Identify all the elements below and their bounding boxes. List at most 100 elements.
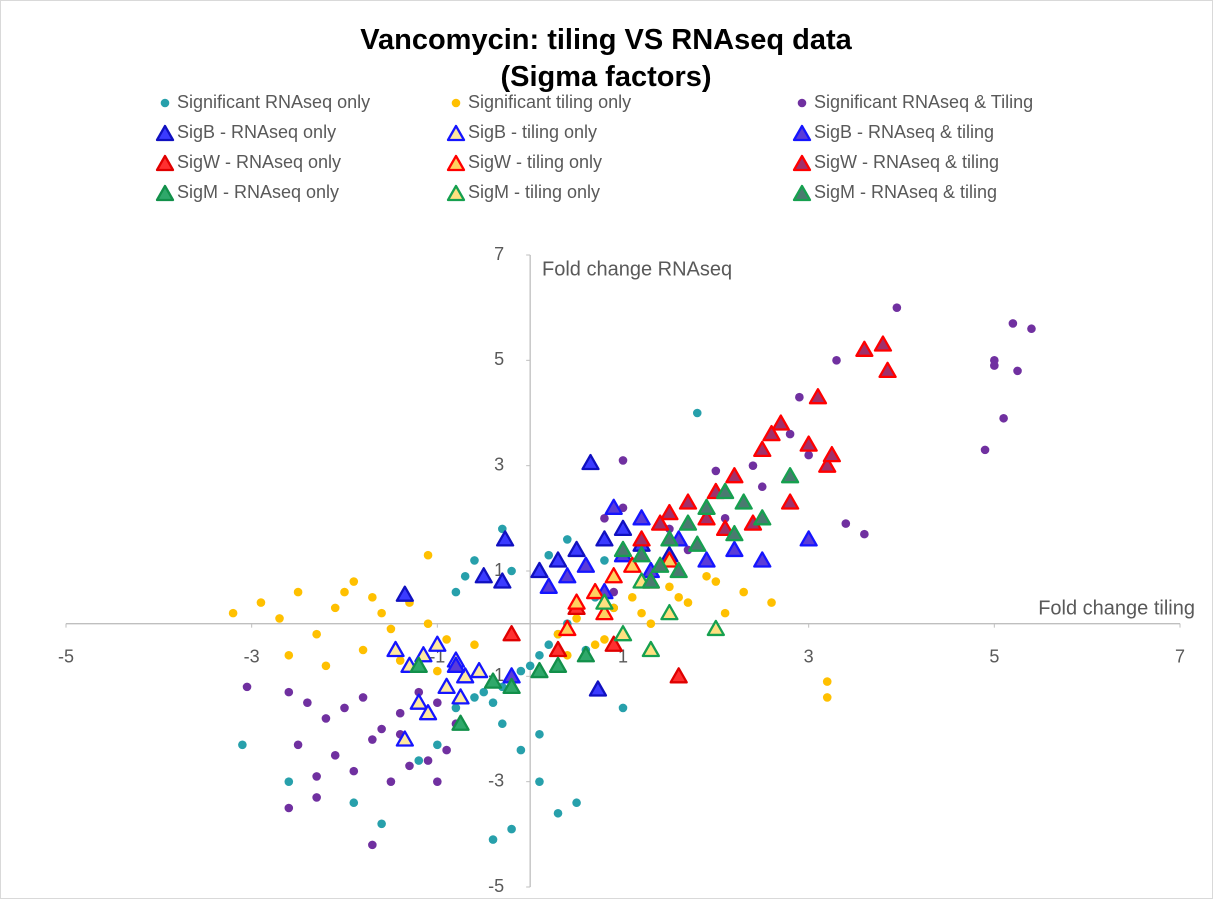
data-point xyxy=(312,793,321,802)
data-point xyxy=(822,677,832,686)
data-point xyxy=(572,798,581,808)
data-point xyxy=(632,509,651,526)
legend-marker xyxy=(792,184,812,202)
legend-marker xyxy=(797,98,807,108)
legend-label: Significant tiling only xyxy=(468,92,631,112)
data-point xyxy=(535,729,544,739)
data-point xyxy=(451,714,470,731)
legend-label: SigW - RNAseq & tiling xyxy=(814,152,999,172)
data-point xyxy=(715,482,735,500)
data-point xyxy=(678,493,698,510)
x-tick-label: -3 xyxy=(244,646,260,666)
data-point xyxy=(377,819,386,829)
data-point xyxy=(780,467,800,484)
data-point xyxy=(284,650,294,660)
data-point xyxy=(548,640,568,658)
legend-marker xyxy=(792,154,812,172)
data-point xyxy=(502,677,521,695)
data-point xyxy=(567,540,586,558)
data-point xyxy=(470,693,479,702)
data-point xyxy=(613,625,633,642)
data-point xyxy=(507,566,516,576)
data-point xyxy=(395,708,405,718)
data-point xyxy=(725,540,744,558)
data-point xyxy=(405,761,414,771)
data-point xyxy=(780,493,800,510)
data-point xyxy=(242,682,252,692)
legend-marker xyxy=(155,154,175,172)
data-point xyxy=(498,719,507,729)
data-point xyxy=(228,608,238,618)
data-point xyxy=(641,572,660,589)
data-point xyxy=(660,603,679,621)
data-point xyxy=(349,766,359,776)
data-point xyxy=(507,824,516,834)
data-point xyxy=(600,514,609,523)
data-point xyxy=(980,445,990,455)
data-point xyxy=(697,509,716,526)
data-point xyxy=(312,772,321,781)
data-point xyxy=(1008,319,1018,328)
data-point xyxy=(386,624,396,634)
data-point xyxy=(558,567,577,584)
data-point xyxy=(502,625,521,642)
data-point xyxy=(692,408,702,418)
data-point xyxy=(590,640,600,650)
legend-marker xyxy=(446,184,466,202)
data-point xyxy=(632,546,651,563)
data-point xyxy=(604,567,623,584)
legend-label: SigB - tiling only xyxy=(468,122,597,142)
data-point xyxy=(256,598,266,607)
data-point xyxy=(340,703,349,713)
data-point xyxy=(548,551,568,568)
legend-marker xyxy=(155,124,175,142)
data-point xyxy=(725,524,744,542)
data-point xyxy=(535,650,544,660)
legend-marker xyxy=(160,98,170,108)
data-point xyxy=(451,688,470,705)
data-point xyxy=(284,803,294,813)
y-axis-title: Fold change RNAseq xyxy=(542,258,732,280)
data-point xyxy=(442,635,451,644)
data-point xyxy=(860,529,869,539)
data-point xyxy=(665,582,674,592)
data-point xyxy=(613,540,633,558)
data-point xyxy=(451,587,461,597)
data-point xyxy=(423,619,433,628)
data-point xyxy=(442,745,451,755)
data-point xyxy=(618,456,628,465)
data-point xyxy=(409,693,428,710)
data-point xyxy=(479,687,489,697)
data-point xyxy=(437,677,456,695)
data-point xyxy=(660,503,679,521)
data-point xyxy=(470,640,479,650)
data-point xyxy=(600,556,609,565)
data-point xyxy=(530,561,549,579)
data-point xyxy=(340,587,349,597)
data-point xyxy=(618,703,628,713)
data-point xyxy=(725,467,744,484)
legend-marker xyxy=(446,124,466,142)
data-point xyxy=(641,640,660,658)
data-point xyxy=(474,567,493,584)
data-point xyxy=(711,466,721,476)
data-point xyxy=(697,551,716,568)
x-axis-title: Fold change tiling xyxy=(1038,597,1195,619)
legend-label: SigB - RNAseq & tiling xyxy=(814,122,994,142)
data-point xyxy=(377,608,386,618)
data-point xyxy=(650,514,670,531)
data-point xyxy=(669,667,688,684)
data-point xyxy=(423,550,433,560)
data-point xyxy=(456,667,475,684)
data-point xyxy=(660,551,679,568)
data-point xyxy=(395,585,414,602)
data-point xyxy=(660,530,679,547)
data-point xyxy=(878,361,897,379)
legend-label: SigB - RNAseq only xyxy=(177,122,336,142)
data-point xyxy=(284,777,294,786)
data-point xyxy=(433,698,442,707)
legend-label: SigM - tiling only xyxy=(468,182,600,202)
data-point xyxy=(330,603,340,613)
data-point xyxy=(873,335,893,352)
data-point xyxy=(293,740,303,750)
